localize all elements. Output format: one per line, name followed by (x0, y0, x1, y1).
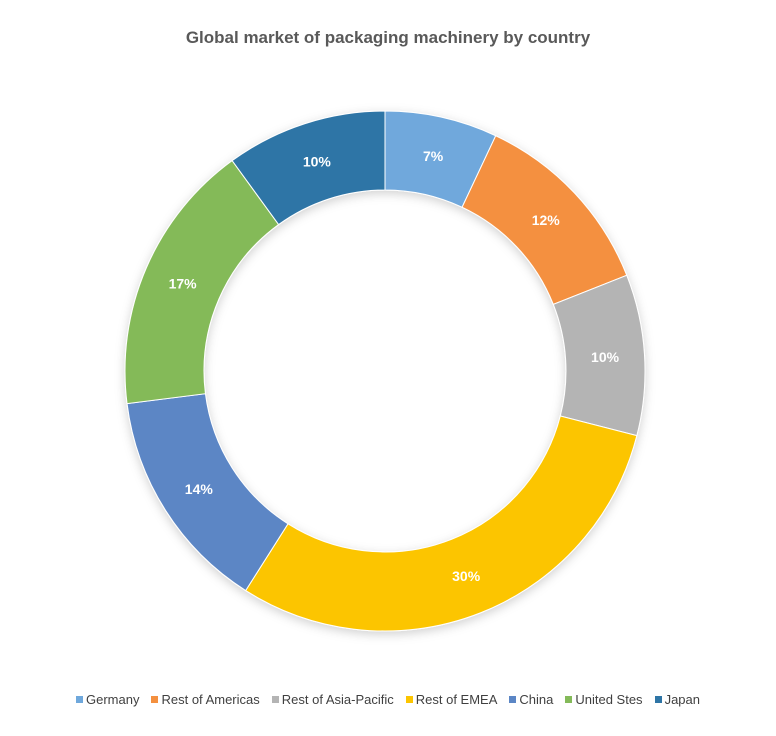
donut-chart: 7% 12% 10% 30% 14% 17% 10% (124, 110, 646, 632)
legend-swatch (271, 696, 279, 703)
legend-swatch (654, 696, 662, 703)
legend-swatch (151, 696, 159, 703)
legend-item-japan: Japan (654, 692, 700, 707)
legend-item-germany: Germany (76, 692, 139, 707)
donut-slices (124, 110, 646, 632)
legend-item-rest-of-emea: Rest of EMEA (405, 692, 498, 707)
slice-label-japan: 10% (303, 153, 332, 169)
legend-label: Japan (664, 692, 700, 707)
slice-label-rest-of-americas: 12% (532, 212, 561, 228)
legend-swatch (405, 696, 413, 703)
legend-item-rest-of-americas: Rest of Americas (151, 692, 260, 707)
slice-label-china: 14% (185, 481, 214, 497)
legend-swatch (509, 696, 517, 703)
legend-label: Rest of Asia-Pacific (281, 692, 394, 707)
slice-label-rest-of-emea: 30% (452, 568, 481, 584)
slice-united-stes (124, 159, 280, 405)
slice-labels: 7% 12% 10% 30% 14% 17% 10% (169, 148, 620, 584)
chart-title: Global market of packaging machinery by … (185, 28, 591, 47)
legend-label: Germany (86, 692, 140, 707)
slice-label-rest-of-asia-pacific: 10% (591, 349, 620, 365)
legend-swatch (565, 696, 573, 703)
legend: Germany Rest of Americas Rest of Asia-Paci… (0, 692, 776, 707)
legend-item-united-stes: United Stes (565, 692, 643, 707)
slice-japan (231, 110, 386, 226)
legend-item-china: China (509, 692, 553, 707)
legend-label: Rest of EMEA (415, 692, 498, 707)
legend-label: China (519, 692, 554, 707)
slice-label-united-stes: 17% (169, 275, 198, 291)
slice-label-germany: 7% (423, 148, 444, 164)
legend-label: United Stes (575, 692, 643, 707)
slice-rest-of-emea (244, 415, 638, 632)
legend-label: Rest of Americas (161, 692, 260, 707)
legend-swatch (76, 696, 84, 703)
legend-item-rest-of-asia-pacific: Rest of Asia-Pacific (271, 692, 394, 707)
